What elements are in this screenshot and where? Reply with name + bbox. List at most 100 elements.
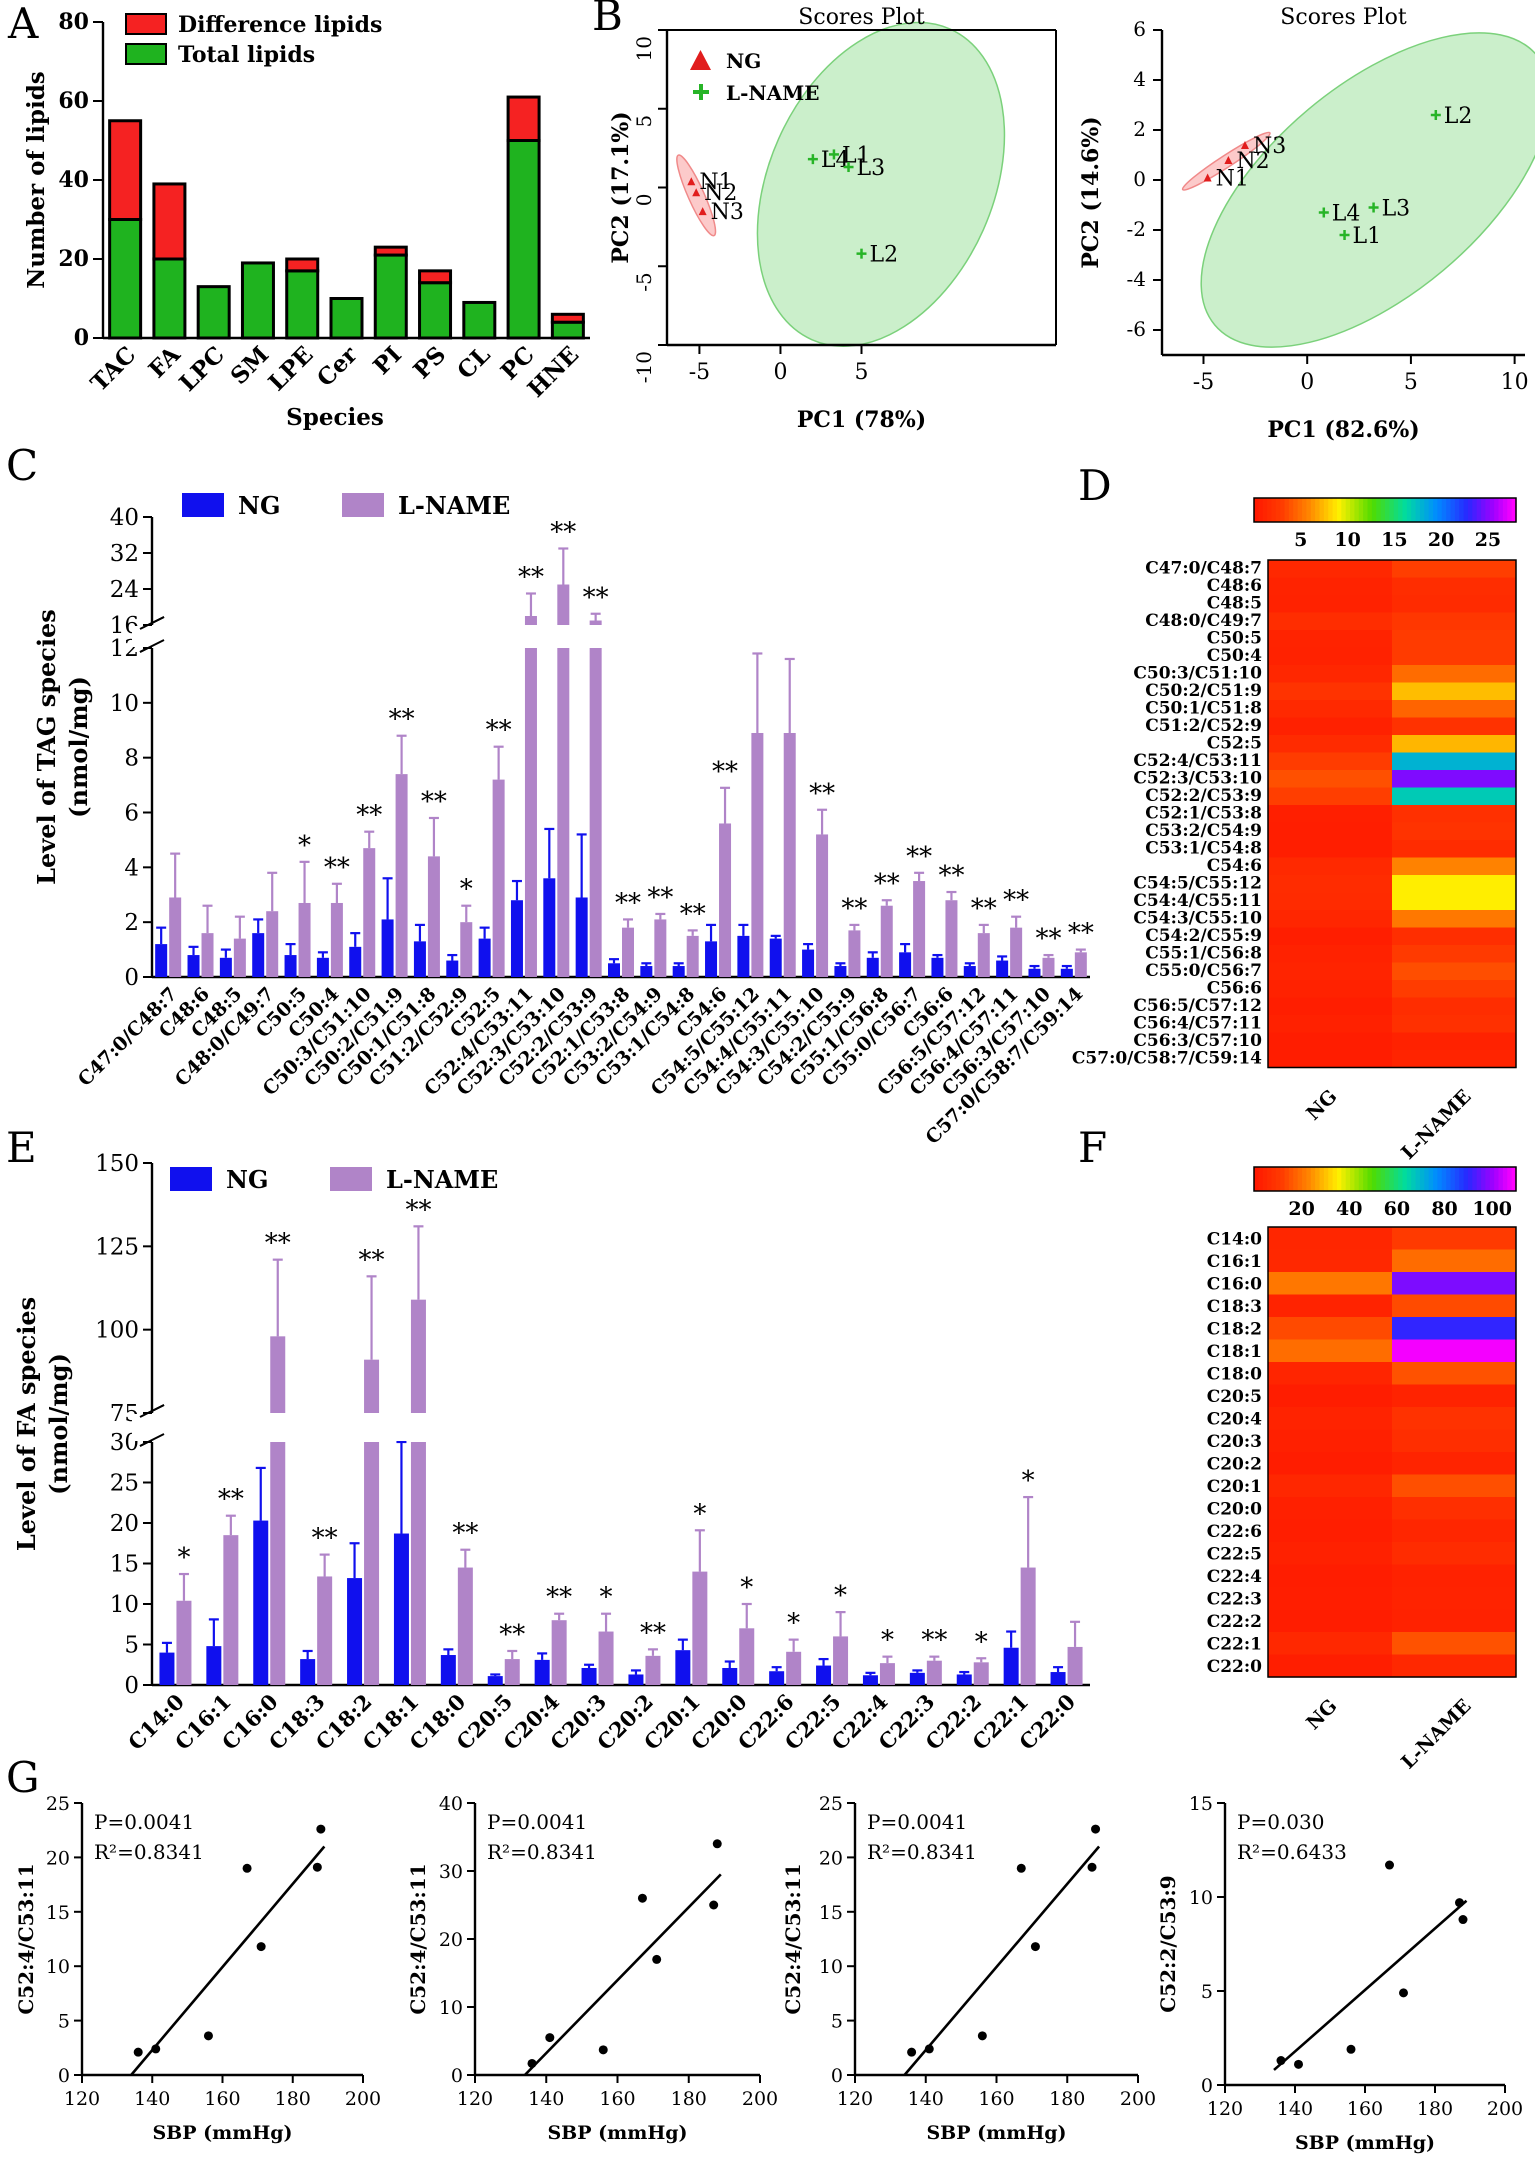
bar-l-name: [833, 1636, 849, 1685]
heatmap-cell: [1392, 875, 1516, 894]
colorbar-segment: [1467, 1167, 1473, 1191]
bar-l-name: [557, 648, 570, 977]
heatmap-cell: [1392, 997, 1516, 1016]
heatmap-cell: [1268, 752, 1392, 771]
heatmap-cell: [1392, 560, 1516, 579]
bar-l-name: [524, 616, 537, 625]
colorbar-segment: [1284, 1167, 1290, 1191]
heatmap-cell: [1268, 1032, 1392, 1051]
heatmap-row-label: C18:2: [1207, 1320, 1262, 1340]
colorbar-segment: [1306, 1167, 1312, 1191]
panel-b-scores-plot-right: -6 -4 -2 0 2 4 6 -5 0 5 10 Scores Plot PC1 (82.6%) PC…: [1078, 5, 1535, 443]
heatmap-cell: [1268, 595, 1392, 614]
y-tick-label: -5: [632, 272, 656, 291]
significance-marker: *: [600, 1583, 613, 1613]
ellipse-l-name: [1200, 32, 1535, 348]
point-label: N3: [1253, 134, 1286, 159]
data-point: [545, 2033, 555, 2043]
y-tick-label: 20: [819, 1847, 843, 1869]
significance-marker: **: [546, 1583, 572, 1613]
data-point: [598, 2045, 608, 2055]
heatmap-row-label: C50:4: [1207, 646, 1262, 666]
bar-ng: [446, 960, 459, 977]
significance-marker: **: [486, 716, 512, 746]
x-tick-label: 140: [1277, 2098, 1313, 2120]
y-tick-label: 0: [451, 2065, 463, 2087]
y-tick-label: 15: [110, 1552, 139, 1578]
y-axis-label: C52:4/C53:11: [781, 1863, 805, 2014]
bar-ng: [510, 900, 523, 977]
bar-ng: [300, 1659, 316, 1685]
x-tick-label: 180: [1417, 2098, 1453, 2120]
point-label: L2: [1444, 104, 1473, 129]
bar-ng: [608, 963, 620, 977]
heatmap-row-label: C47:0/C48:7: [1145, 559, 1262, 579]
heatmap-cell: [1268, 1497, 1392, 1521]
significance-marker: **: [921, 1626, 947, 1656]
colorbar-segment: [1467, 498, 1473, 522]
bar-l-name: [1042, 957, 1055, 977]
colorbar-segment: [1371, 1167, 1377, 1191]
y-tick-label: 15: [46, 1902, 70, 1924]
colorbar-segment: [1358, 498, 1364, 522]
x-tick-label: 160: [1347, 2098, 1383, 2120]
colorbar-segment: [1363, 1167, 1369, 1191]
bar-l-name: [169, 897, 182, 977]
colorbar-segment: [1288, 498, 1294, 522]
colorbar-segment: [1350, 1167, 1356, 1191]
data-point: [1458, 1915, 1468, 1925]
heatmap-cell: [1268, 577, 1392, 596]
legend-swatch-ng: [182, 493, 224, 517]
colorbar-segment: [1463, 498, 1469, 522]
colorbar-segment: [1389, 498, 1395, 522]
bar-difference: [152, 182, 187, 261]
colorbar-segment: [1323, 1167, 1329, 1191]
bar-l-name: [270, 1442, 286, 1685]
significance-marker: **: [841, 894, 867, 924]
heatmap-row-label: C48:5: [1207, 594, 1262, 614]
y-tick-label: 10: [46, 1956, 70, 1978]
heatmap-cell: [1268, 647, 1392, 666]
point-label: N1: [699, 170, 732, 195]
point-label: L1: [1353, 224, 1382, 249]
x-axis-label: SBP (mmHg): [926, 2122, 1066, 2144]
point-ng: [698, 207, 707, 216]
colorbar-frame: [1253, 497, 1517, 523]
bar-l-name: [201, 933, 214, 977]
colorbar-segment: [1358, 1167, 1364, 1191]
colorbar-segment: [1502, 1167, 1508, 1191]
x-axis-label: PC1 (78%): [797, 407, 926, 433]
colorbar-segment: [1385, 1167, 1390, 1191]
heatmap-row-label: C48:6: [1207, 576, 1262, 596]
y-tick-label: 10: [110, 691, 139, 717]
bar-l-name: [880, 905, 893, 977]
significance-marker: **: [421, 787, 447, 817]
colorbar-segment: [1363, 498, 1369, 522]
heatmap-cell: [1392, 735, 1516, 754]
bar-l-name: [645, 1655, 661, 1685]
data-point: [1399, 1988, 1408, 1998]
panel-f-fa-heatmap: 20 40 60 80 100C14:0C16:1C16:0C18:3C18:2C18:…: [1207, 1166, 1517, 1773]
bar-ng: [963, 966, 976, 977]
heatmap-cell: [1392, 595, 1516, 614]
heatmap-cell: [1268, 962, 1392, 981]
heatmap-row-label: C53:1/C54:8: [1145, 839, 1262, 859]
heatmap-cell: [1392, 1519, 1516, 1543]
bar-ng: [899, 952, 912, 977]
colorbar-segment: [1389, 1167, 1395, 1191]
heatmap-cell: [1268, 1384, 1392, 1408]
heatmap-cell: [1392, 647, 1516, 666]
colorbar-segment: [1345, 1167, 1351, 1191]
x-tick-label: HNE: [522, 341, 584, 403]
heatmap-cell: [1392, 1654, 1516, 1678]
heatmap-cell: [1268, 1294, 1392, 1318]
legend-swatch-total: [125, 43, 167, 65]
significance-marker: **: [1003, 886, 1029, 916]
x-tick-label: Cer: [312, 341, 364, 393]
bar-l-name: [622, 927, 634, 977]
y-tick-label: 0: [58, 2065, 70, 2087]
p-value-annotation: P=0.0041: [94, 1810, 194, 1834]
heatmap-cell: [1268, 682, 1392, 701]
bar-difference: [418, 269, 453, 285]
bar-total: [418, 281, 453, 340]
